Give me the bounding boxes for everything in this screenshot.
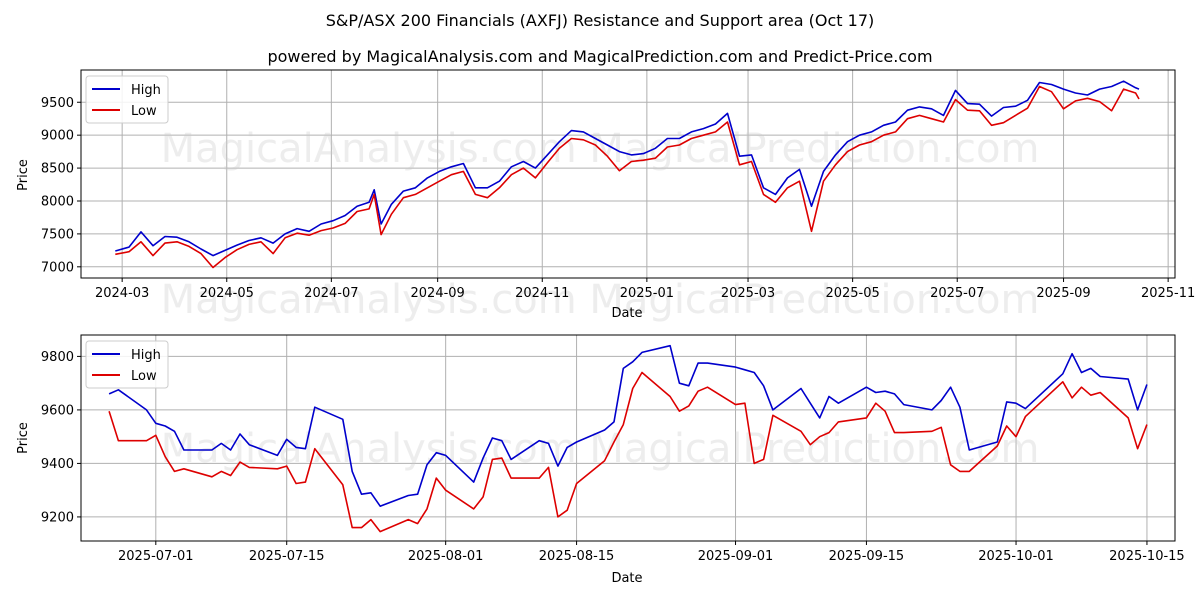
top-x-tick-label: 2024-03 (95, 286, 149, 301)
top-x-tick-label: 2025-05 (825, 286, 879, 301)
top-x-tick-label: 2024-07 (304, 286, 358, 301)
bottom-series (108, 344, 1148, 533)
bottom-panel: MagicalAnalysis.com MagicalPrediction.co… (16, 334, 1185, 586)
bottom-legend-high-label: High (131, 348, 161, 363)
top-y-tick-label: 8000 (41, 194, 74, 209)
top-panel: MagicalAnalysis.com MagicalPrediction.co… (16, 69, 1195, 323)
bottom-ticks: 2025-07-01 2025-07-15 2025-08-01 2025-08-15… (41, 350, 1185, 564)
bottom-y-tick-label: 9400 (41, 457, 74, 472)
top-ticks: 2024-03 2024-05 2024-07 2024-09 2024-11 2025-… (41, 96, 1195, 301)
bottom-x-axis-label: Date (611, 571, 642, 586)
top-y-tick-label: 9000 (41, 129, 74, 144)
top-x-tick-label: 2025-11 (1141, 286, 1195, 301)
top-x-tick-label: 2024-05 (200, 286, 254, 301)
top-x-tick-label: 2024-11 (515, 286, 569, 301)
top-low-line (115, 85, 1140, 269)
chart-title: S&P/ASX 200 Financials (AXFJ) Resistance… (326, 11, 875, 30)
bottom-x-tick-label: 2025-08-15 (539, 549, 615, 564)
chart-subtitle: powered by MagicalAnalysis.com and Magic… (267, 47, 932, 66)
bottom-y-tick-label: 9600 (41, 403, 74, 418)
bottom-y-axis-label: Price (16, 422, 31, 454)
top-y-tick-label: 8500 (41, 162, 74, 177)
bottom-plot-frame (80, 334, 1176, 542)
bottom-legend: High Low (85, 340, 169, 389)
bottom-x-tick-label: 2025-07-15 (249, 549, 325, 564)
top-y-tick-label: 9500 (41, 96, 74, 111)
bottom-x-tick-label: 2025-10-01 (978, 549, 1054, 564)
top-y-tick-label: 7500 (41, 227, 74, 242)
bottom-legend-low-label: Low (131, 369, 157, 384)
top-x-tick-label: 2024-09 (411, 286, 465, 301)
bottom-y-tick-label: 9800 (41, 350, 74, 365)
top-plot-frame (80, 69, 1176, 279)
top-x-axis-label: Date (611, 306, 642, 321)
top-y-axis-label: Price (16, 159, 31, 191)
bottom-high-line (108, 344, 1148, 508)
top-x-tick-label: 2025-01 (620, 286, 674, 301)
top-high-line (115, 80, 1140, 257)
top-x-tick-label: 2025-07 (930, 286, 984, 301)
top-y-tick-label: 7000 (41, 260, 74, 275)
top-grid (81, 70, 1175, 278)
bottom-legend-box (85, 340, 169, 389)
top-legend-low-label: Low (131, 104, 157, 119)
top-x-tick-label: 2025-09 (1036, 286, 1090, 301)
top-legend-box (85, 75, 169, 124)
top-series (115, 80, 1140, 269)
bottom-low-line (108, 371, 1148, 533)
top-watermark-lower: MagicalAnalysis.com MagicalPrediction.co… (161, 277, 1040, 323)
bottom-x-tick-label: 2025-09-01 (698, 549, 774, 564)
bottom-x-tick-label: 2025-09-15 (829, 549, 905, 564)
top-legend: High Low (85, 75, 169, 124)
bottom-grid (81, 335, 1175, 541)
bottom-x-tick-label: 2025-08-01 (408, 549, 484, 564)
bottom-x-tick-label: 2025-10-15 (1109, 549, 1185, 564)
top-x-tick-label: 2025-03 (721, 286, 775, 301)
bottom-y-tick-label: 9200 (41, 510, 74, 525)
top-legend-high-label: High (131, 83, 161, 98)
bottom-x-tick-label: 2025-07-01 (118, 549, 194, 564)
